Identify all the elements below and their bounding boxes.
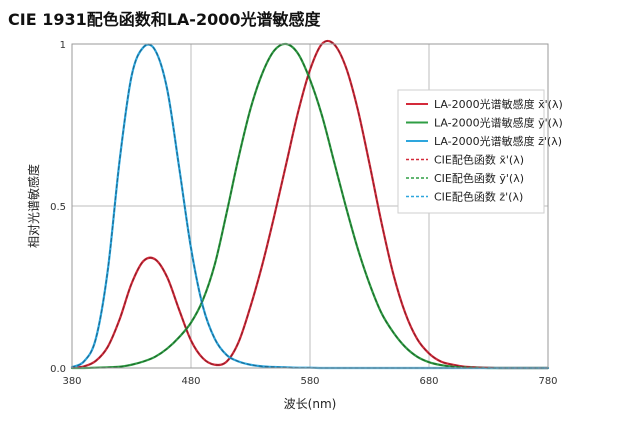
x-tick-label: 380 xyxy=(62,376,81,387)
y-tick-label: 1 xyxy=(60,40,66,51)
x-tick-label: 480 xyxy=(181,376,200,387)
legend-label: LA-2000光谱敏感度 x̄'(λ) xyxy=(434,97,563,111)
x-axis-label: 波长(nm) xyxy=(284,397,337,411)
x-ticks: 380 480 580 680 780 xyxy=(62,376,557,387)
legend-label: CIE配色函数 x̄'(λ) xyxy=(434,153,524,167)
legend-label: CIE配色函数 ȳ'(λ) xyxy=(434,171,524,185)
legend-box xyxy=(397,89,545,214)
legend-label: LA-2000光谱敏感度 ȳ'(λ) xyxy=(434,116,563,130)
y-axis-label: 相对光谱敏感度 xyxy=(26,164,41,248)
legend-label: LA-2000光谱敏感度 z̄'(λ) xyxy=(434,134,562,148)
series-line-4 xyxy=(71,43,549,369)
x-tick-label: 780 xyxy=(538,376,557,387)
series-line-3 xyxy=(71,40,549,369)
x-tick-label: 580 xyxy=(300,376,319,387)
y-ticks: 0.0 0.5 1 xyxy=(50,40,66,375)
x-tick-label: 680 xyxy=(419,376,438,387)
y-tick-label: 0.0 xyxy=(50,364,66,375)
chart-title: CIE 1931配色函数和LA-2000光谱敏感度 xyxy=(8,10,321,29)
plot-frame xyxy=(71,43,549,369)
legend: LA-2000光谱敏感度 x̄'(λ) LA-2000光谱敏感度 ȳ'(λ) LA-… xyxy=(397,89,563,214)
legend-label: CIE配色函数 z̄'(λ) xyxy=(434,190,523,204)
y-tick-label: 0.5 xyxy=(50,202,66,213)
